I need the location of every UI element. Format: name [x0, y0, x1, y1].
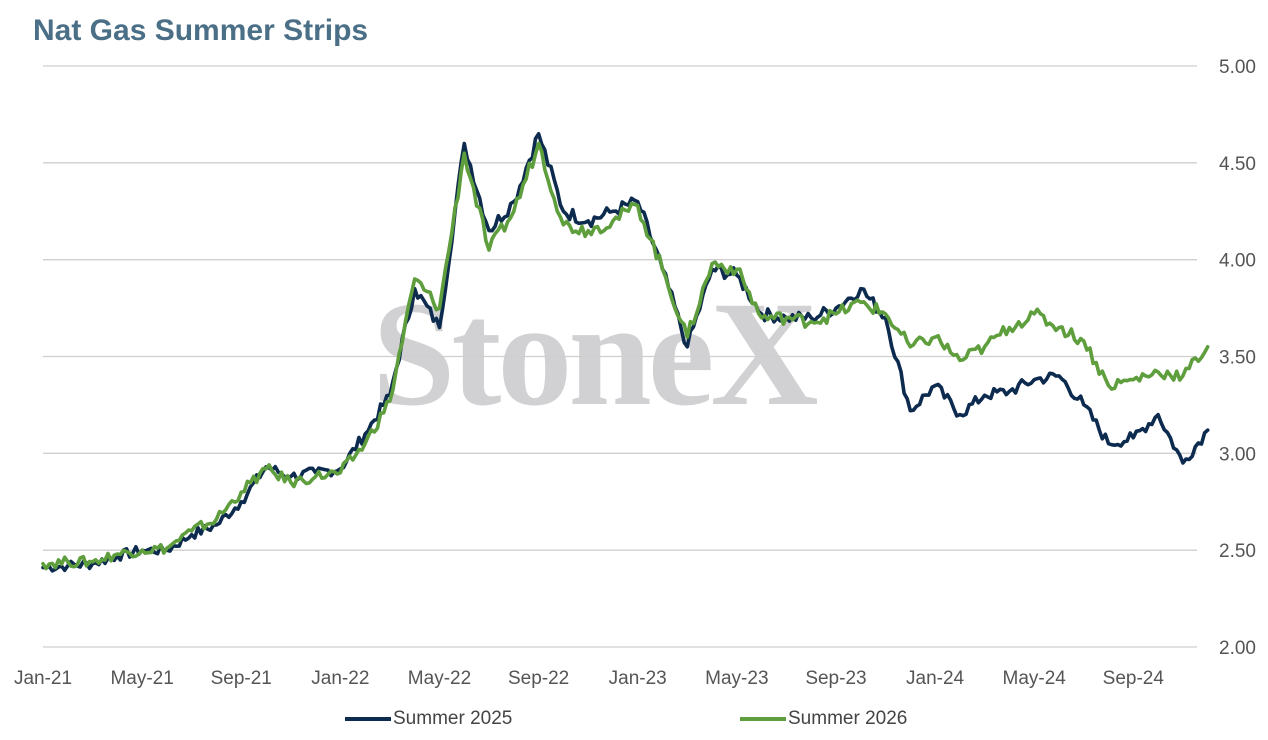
x-tick-label: May-21 [110, 668, 173, 689]
chart-title: Nat Gas Summer Strips [33, 14, 369, 47]
x-tick-label: Sep-23 [805, 668, 866, 689]
legend-swatch-summer-2025 [345, 717, 391, 721]
x-tick-label: May-24 [1003, 668, 1067, 689]
x-tick-label: Jan-21 [14, 668, 72, 689]
x-tick-label: May-22 [408, 668, 471, 689]
y-tick-label: 4.50 [1219, 154, 1256, 175]
legend-label-summer-2026: Summer 2026 [788, 708, 908, 729]
series-line-summer-2026 [41, 141, 1210, 571]
x-tick-label: Jan-22 [311, 668, 369, 689]
y-tick-label: 5.00 [1219, 57, 1256, 78]
legend-label-summer-2025: Summer 2025 [393, 708, 513, 729]
y-axis-ticks: 2.00 2.50 3.00 3.50 4.00 4.50 5.00 [1219, 57, 1256, 659]
gridlines [43, 65, 1197, 648]
x-tick-label: Jan-23 [609, 668, 667, 689]
x-tick-label: Sep-21 [211, 668, 272, 689]
x-tick-label: Jan-24 [906, 668, 965, 689]
legend-swatch-summer-2026 [740, 717, 786, 721]
x-tick-label: Sep-22 [508, 668, 569, 689]
y-tick-label: 2.50 [1219, 541, 1256, 562]
legend-item-summer-2025: Summer 2025 [345, 708, 512, 730]
series-line-summer-2025 [41, 132, 1210, 573]
x-tick-label: Sep-24 [1103, 668, 1165, 689]
legend-item-summer-2026: Summer 2026 [740, 708, 907, 730]
series-lines [41, 132, 1210, 573]
y-tick-label: 4.00 [1219, 251, 1256, 272]
y-tick-label: 3.00 [1219, 444, 1256, 465]
stonex-watermark: StoneX [372, 271, 819, 437]
x-tick-label: May-23 [705, 668, 768, 689]
y-tick-label: 3.50 [1219, 348, 1256, 369]
x-axis-ticks: Jan-21 May-21 Sep-21 Jan-22 May-22 Sep-22 Jan-… [14, 668, 1164, 689]
y-tick-label: 2.00 [1219, 638, 1256, 659]
